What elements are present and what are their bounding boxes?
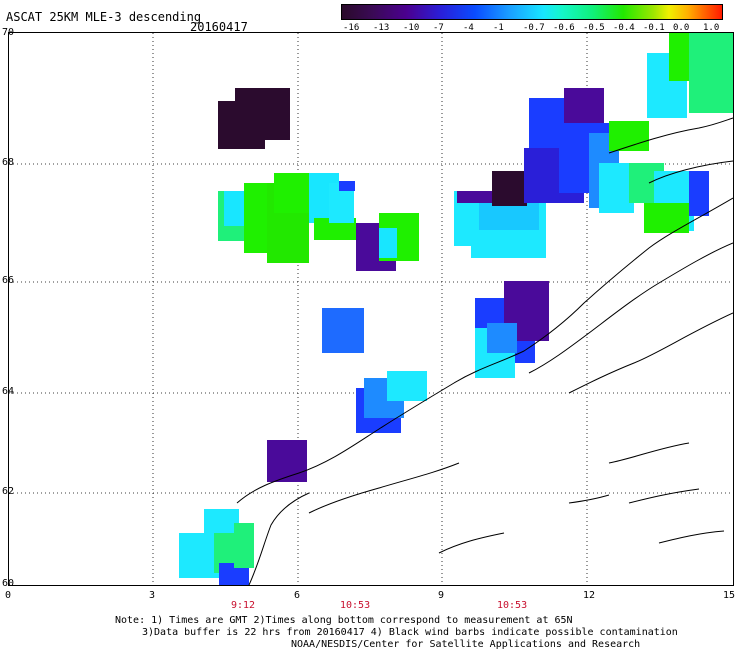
color-scale-label: 0.0 (673, 23, 690, 33)
lat-label-70: 70 (2, 27, 15, 38)
lon-label-6: 6 (294, 590, 301, 601)
time-label-3: 10:53 (497, 600, 528, 611)
lon-label-12: 12 (583, 590, 596, 601)
lon-label-0: 0 (5, 590, 12, 601)
lat-label-60: 60 (2, 578, 15, 589)
color-scale-label: -16 (343, 23, 360, 33)
coastline (236, 117, 733, 585)
color-scale-label: -0.4 (613, 23, 635, 33)
color-scale-label: -0.6 (553, 23, 575, 33)
lon-label-9: 9 (438, 590, 445, 601)
map-canvas (9, 33, 733, 585)
color-scale-label: -1 (493, 23, 504, 33)
color-scale-label: -0.5 (583, 23, 605, 33)
color-scale-bar (341, 4, 723, 20)
color-scale-label: 1.0 (703, 23, 720, 33)
lat-label-66: 66 (2, 275, 15, 286)
lat-label-64: 64 (2, 386, 15, 397)
wind-data-swaths (179, 33, 733, 585)
note-line-2: 3)Data buffer is 22 hrs from 20160417 4)… (142, 627, 678, 638)
color-scale-label: -4 (463, 23, 474, 33)
map-area (8, 32, 734, 586)
time-label-2: 10:53 (340, 600, 371, 611)
color-scale-label: -0.1 (643, 23, 665, 33)
lon-label-3: 3 (149, 590, 156, 601)
time-label-1: 9:12 (231, 600, 256, 611)
note-line-1: Note: 1) Times are GMT 2)Times along bot… (115, 615, 573, 626)
color-scale-label: -7 (433, 23, 444, 33)
map-date: 20160417 (190, 20, 248, 34)
lat-label-68: 68 (2, 157, 15, 168)
color-scale-label: -10 (403, 23, 420, 33)
note-line-3: NOAA/NESDIS/Center for Satellite Applica… (291, 639, 641, 650)
lon-label-15: 15 (723, 590, 736, 601)
lat-label-62: 62 (2, 486, 15, 497)
grid-lines (9, 33, 733, 585)
color-scale-label: -0.7 (523, 23, 545, 33)
map-title: ASCAT 25KM MLE-3 descending (6, 10, 202, 24)
color-scale-label: -13 (373, 23, 390, 33)
